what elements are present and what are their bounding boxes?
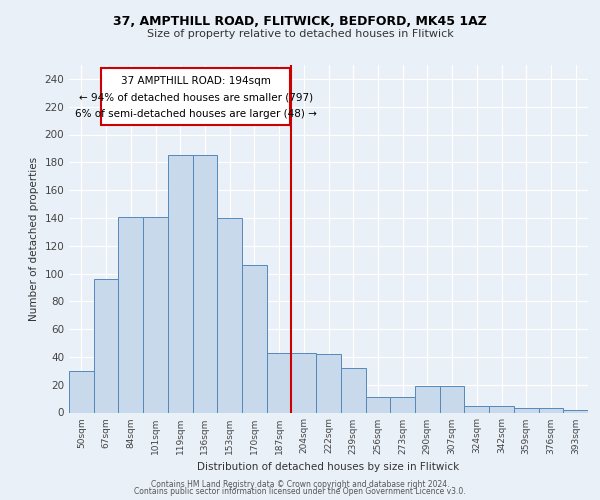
Text: Contains public sector information licensed under the Open Government Licence v3: Contains public sector information licen…	[134, 487, 466, 496]
Text: 6% of semi-detached houses are larger (48) →: 6% of semi-detached houses are larger (4…	[75, 110, 317, 120]
Bar	[217, 218, 242, 412]
Bar	[440, 386, 464, 412]
Bar	[242, 265, 267, 412]
Bar	[365, 397, 390, 412]
FancyBboxPatch shape	[101, 68, 290, 125]
Bar	[118, 216, 143, 412]
Text: ← 94% of detached houses are smaller (797): ← 94% of detached houses are smaller (79…	[79, 93, 313, 103]
Bar	[539, 408, 563, 412]
Bar	[563, 410, 588, 412]
Y-axis label: Number of detached properties: Number of detached properties	[29, 156, 39, 321]
Bar	[168, 156, 193, 412]
Bar	[489, 406, 514, 412]
Bar	[415, 386, 440, 412]
Bar	[390, 397, 415, 412]
X-axis label: Distribution of detached houses by size in Flitwick: Distribution of detached houses by size …	[197, 462, 460, 472]
Bar	[292, 352, 316, 412]
Bar	[267, 352, 292, 412]
Bar	[94, 279, 118, 412]
Text: 37, AMPTHILL ROAD, FLITWICK, BEDFORD, MK45 1AZ: 37, AMPTHILL ROAD, FLITWICK, BEDFORD, MK…	[113, 15, 487, 28]
Bar	[193, 156, 217, 412]
Bar	[464, 406, 489, 412]
Bar	[341, 368, 365, 412]
Text: Size of property relative to detached houses in Flitwick: Size of property relative to detached ho…	[146, 29, 454, 39]
Bar	[514, 408, 539, 412]
Text: 37 AMPTHILL ROAD: 194sqm: 37 AMPTHILL ROAD: 194sqm	[121, 76, 271, 86]
Bar	[316, 354, 341, 412]
Bar	[143, 216, 168, 412]
Bar	[69, 371, 94, 412]
Text: Contains HM Land Registry data © Crown copyright and database right 2024.: Contains HM Land Registry data © Crown c…	[151, 480, 449, 489]
